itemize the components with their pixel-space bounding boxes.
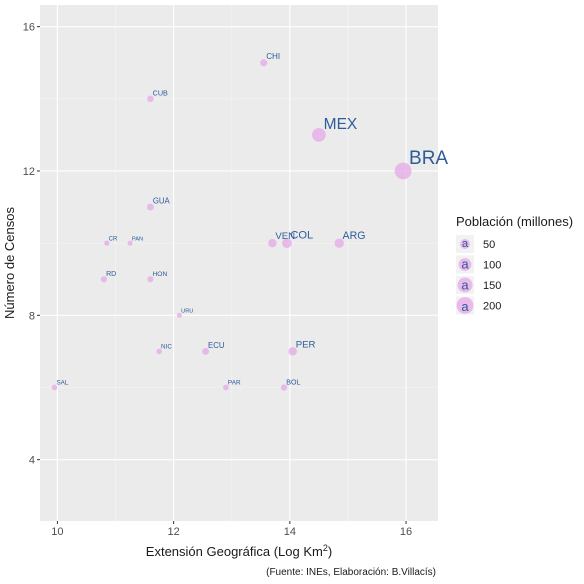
legend-key-glyph: a (461, 299, 469, 314)
legend-key-point (456, 297, 474, 314)
point-label: CR (109, 236, 118, 242)
point-label: NIC (161, 343, 172, 350)
data-point (147, 95, 154, 103)
legend-label: 100 (483, 260, 501, 272)
legend-key-glyph: a (461, 278, 469, 293)
legend-title: Población (millones) (456, 214, 573, 229)
point-label: MEX (324, 116, 358, 133)
y-tick-label: 16 (23, 22, 35, 34)
point-label: CHI (266, 52, 280, 61)
legend-label: 150 (483, 280, 501, 292)
x-axis-title: Extensión Geográfica (Log Km2) (146, 543, 332, 559)
legend-key-point (457, 277, 473, 293)
point-label: HON (152, 271, 167, 278)
point-label: GUA (153, 197, 171, 206)
data-point (146, 203, 154, 211)
x-axis-title-superscript: 2 (323, 543, 328, 553)
y-tick-label: 12 (23, 166, 35, 178)
y-axis-ticks: 4 8 12 16 (23, 22, 40, 467)
y-tick-label: 4 (29, 455, 35, 467)
x-tick-label: 12 (168, 526, 180, 538)
legend-key-point (460, 239, 470, 249)
point-label: URU (181, 309, 193, 315)
x-tick-label: 16 (400, 526, 412, 538)
data-point (100, 276, 108, 283)
point-label: VEN (275, 231, 295, 242)
chart-caption: (Fuente: INEs, Elaboración: B.Villacís) (266, 567, 436, 578)
legend-key-glyph: a (462, 238, 469, 250)
data-point (268, 238, 277, 248)
data-point (260, 59, 268, 67)
data-point (312, 128, 326, 142)
point-label: CUB (153, 89, 168, 98)
major-gridlines (40, 5, 438, 521)
data-point (394, 162, 412, 180)
x-tick-label: 10 (51, 526, 63, 538)
data-point (282, 238, 292, 249)
legend-label: 50 (483, 239, 495, 251)
legend: Población (millones) a 50 a 100 a 150 a 200 (456, 214, 573, 315)
point-label: SAL (56, 380, 68, 387)
point-label: RD (106, 271, 116, 278)
point-label: ARG (343, 230, 366, 242)
point-label: PER (296, 339, 316, 350)
x-axis-ticks: 10 12 14 16 (51, 521, 412, 538)
data-point (202, 347, 210, 355)
data-point (280, 384, 288, 391)
y-axis-title: Número de Censos (2, 207, 17, 319)
point-label: COL (290, 230, 313, 242)
point-label: PAN (132, 236, 143, 242)
x-tick-label: 14 (284, 526, 296, 538)
plot-panel (40, 5, 438, 521)
point-label: BRA (409, 148, 448, 169)
data-point (334, 238, 344, 248)
data-point (288, 347, 297, 356)
legend-key-point (458, 258, 472, 271)
point-label: ECU (208, 341, 225, 350)
legend-keys: a 50 a 100 a 150 a 200 (456, 235, 501, 315)
data-point (176, 312, 182, 318)
y-tick-label: 8 (29, 310, 35, 322)
x-axis-title-end: ) (328, 544, 332, 559)
data-point (104, 240, 110, 246)
point-label: PAR (228, 379, 241, 386)
data-point (147, 276, 154, 283)
data-point (156, 348, 162, 355)
legend-label: 200 (483, 301, 501, 313)
data-point (51, 384, 58, 391)
legend-key-glyph: a (461, 257, 469, 272)
data-points (51, 59, 412, 391)
point-label: BOL (286, 378, 300, 386)
data-point (223, 384, 229, 391)
data-point (127, 240, 133, 246)
